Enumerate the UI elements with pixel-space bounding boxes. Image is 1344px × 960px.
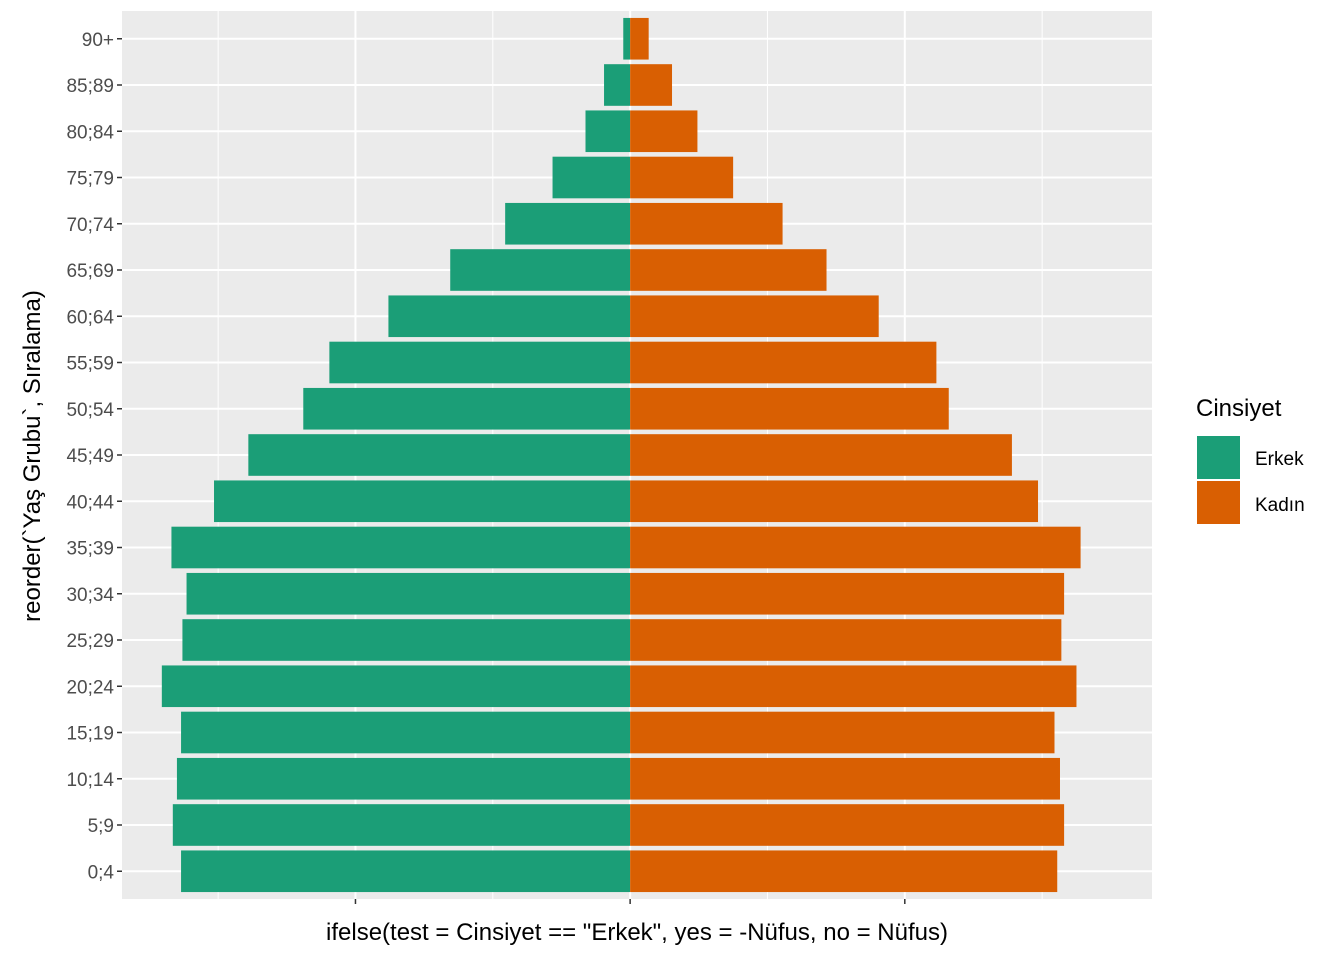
y-axis-title: reorder(`Yaş Grubu`, Sıralama): [19, 290, 46, 622]
bar-erkek-85-89: [604, 64, 631, 106]
y-tick-label: 10;14: [66, 770, 114, 791]
legend-key-erkek: [1197, 436, 1240, 479]
bar-kad-n-55-59: [630, 341, 937, 384]
y-tick-label: 0;4: [88, 862, 115, 883]
bar-kad-n-90: [630, 17, 649, 60]
y-tick-label: 40;44: [66, 492, 114, 513]
bar-kad-n-0-4: [630, 850, 1058, 893]
bar-kad-n-15-19: [630, 711, 1055, 754]
bar-erkek-5-9: [172, 804, 631, 846]
bar-erkek-65-69: [450, 249, 631, 291]
y-tick-label: 55;59: [66, 354, 114, 375]
y-tick-label: 45;49: [66, 446, 114, 467]
y-tick-label: 5;9: [88, 816, 114, 837]
y-tick-label: 20;24: [66, 677, 114, 698]
bar-kad-n-35-39: [630, 526, 1081, 569]
bar-kad-n-40-44: [630, 480, 1039, 523]
legend-label-erkek: Erkek: [1255, 449, 1304, 470]
y-tick-label: 65;69: [66, 261, 114, 282]
bar-kad-n-25-29: [630, 619, 1062, 661]
bar-kad-n-65-69: [630, 249, 827, 291]
bar-erkek-55-59: [329, 341, 631, 384]
bar-erkek-15-19: [181, 711, 631, 754]
legend-label-kadin: Kadın: [1255, 495, 1305, 516]
y-axis: 0;4 5;9 10;14 15;19 20;24 25;29 30;34 35;39 40;4…: [66, 30, 122, 883]
y-tick-label: 90+: [82, 30, 114, 51]
bar-erkek-90: [623, 17, 631, 60]
bar-erkek-20-24: [161, 665, 631, 708]
bar-erkek-75-79: [552, 156, 631, 199]
y-tick-label: 25;29: [66, 631, 114, 652]
bar-erkek-50-54: [303, 387, 631, 430]
bar-erkek-40-44: [214, 480, 631, 523]
bar-erkek-70-74: [505, 202, 631, 245]
bar-kad-n-20-24: [630, 665, 1077, 708]
y-tick-label: 70;74: [66, 215, 114, 236]
bars: [161, 17, 1081, 893]
y-tick-label: 60;64: [66, 307, 114, 328]
bar-erkek-25-29: [182, 619, 631, 661]
bar-kad-n-60-64: [630, 295, 879, 338]
y-tick-label: 35;39: [66, 539, 114, 560]
bar-erkek-0-4: [181, 850, 631, 893]
bar-erkek-45-49: [248, 434, 631, 476]
bar-kad-n-5-9: [630, 804, 1065, 846]
y-tick-label: 30;34: [66, 585, 114, 606]
y-tick-label: 75;79: [66, 169, 114, 190]
bar-erkek-30-34: [186, 572, 631, 615]
bar-kad-n-70-74: [630, 202, 783, 245]
bar-kad-n-10-14: [630, 757, 1060, 800]
bar-kad-n-50-54: [630, 387, 949, 430]
bar-erkek-80-84: [585, 110, 631, 153]
bar-kad-n-75-79: [630, 156, 734, 199]
x-axis-title: ifelse(test = Cinsiyet == "Erkek", yes =…: [326, 919, 948, 946]
bar-kad-n-30-34: [630, 572, 1065, 615]
bar-kad-n-45-49: [630, 434, 1012, 476]
y-tick-label: 80;84: [66, 122, 114, 143]
y-tick-label: 50;54: [66, 400, 114, 421]
x-axis: [354, 899, 906, 904]
legend-title: Cinsiyet: [1196, 395, 1282, 422]
bar-kad-n-80-84: [630, 110, 698, 153]
y-tick-label: 15;19: [66, 724, 114, 745]
bar-kad-n-85-89: [630, 64, 673, 106]
y-tick-label: 85;89: [66, 76, 114, 97]
bar-erkek-60-64: [388, 295, 631, 338]
legend-key-kadin: [1197, 481, 1240, 524]
legend: Cinsiyet Erkek Kadın: [1196, 395, 1305, 524]
bar-erkek-35-39: [171, 526, 631, 569]
bar-erkek-10-14: [176, 757, 631, 800]
